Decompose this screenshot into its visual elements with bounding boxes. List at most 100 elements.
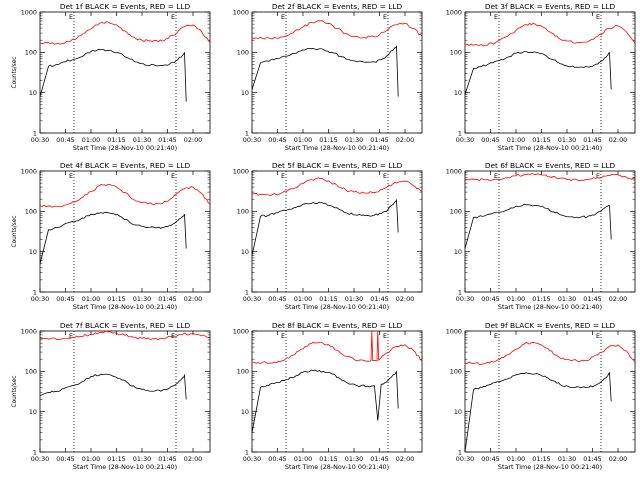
panel-title: Det 3f BLACK = Events, RED = LLD xyxy=(485,2,616,11)
panel-title: Det 7f BLACK = Events, RED = LLD xyxy=(60,321,191,330)
panel-title: Det 6f BLACK = Events, RED = LLD xyxy=(485,161,616,170)
marker-label: E xyxy=(281,332,285,340)
y-axis-label: Counts/sec xyxy=(12,57,18,89)
y-tick-label: 1 xyxy=(245,129,249,137)
y-tick-label: 100 xyxy=(237,368,249,376)
x-tick-label: 00:45 xyxy=(268,136,286,144)
plot-frame xyxy=(39,330,211,453)
plot-frame xyxy=(251,170,423,293)
marker-label: E xyxy=(383,172,387,180)
y-tick-label: 1000 xyxy=(446,167,462,175)
x-tick-label: 02:00 xyxy=(396,136,414,144)
x-tick-label: 01:30 xyxy=(133,136,151,144)
x-tick-label: 01:00 xyxy=(294,295,312,303)
y-tick-label: 1 xyxy=(245,448,249,456)
x-tick-label: 00:45 xyxy=(56,455,74,463)
x-tick-label: 02:00 xyxy=(184,455,202,463)
y-tick-label: 1 xyxy=(245,288,249,296)
plot-frame xyxy=(251,11,423,134)
y-tick-label: 1 xyxy=(33,288,37,296)
marker-label: E xyxy=(69,332,73,340)
x-tick-label: 02:00 xyxy=(184,136,202,144)
x-axis-label: Start Time (28-Nov-10 00:21:40) xyxy=(498,144,602,152)
y-tick-label: 10 xyxy=(454,89,462,97)
x-tick-label: 00:45 xyxy=(268,295,286,303)
panel-1: Det 1f BLACK = Events, RED = LLD 1 10 100 10… xyxy=(12,2,211,152)
x-tick-label: 01:15 xyxy=(107,455,125,463)
x-tick-label: 01:15 xyxy=(319,136,337,144)
x-tick-label: 01:15 xyxy=(532,136,550,144)
x-tick-label: 02:00 xyxy=(609,455,627,463)
x-tick-label: 00:45 xyxy=(481,455,499,463)
x-tick-label: 01:30 xyxy=(558,455,576,463)
marker-label: E xyxy=(69,172,73,180)
marker-label: E xyxy=(494,332,498,340)
events-series-line xyxy=(251,369,399,433)
x-tick-label: 01:00 xyxy=(507,295,525,303)
y-tick-label: 10 xyxy=(454,408,462,416)
x-tick-label: 01:15 xyxy=(319,455,337,463)
x-tick-label: 02:00 xyxy=(609,136,627,144)
x-tick-label: 00:45 xyxy=(481,136,499,144)
y-tick-label: 100 xyxy=(237,49,249,57)
events-series-line xyxy=(464,51,612,95)
marker-label: E xyxy=(69,13,73,21)
x-tick-label: 01:00 xyxy=(82,455,100,463)
x-tick-label: 00:30 xyxy=(456,136,474,144)
y-tick-label: 100 xyxy=(450,208,462,216)
events-series-line xyxy=(39,373,187,400)
x-axis-label: Start Time (28-Nov-10 00:21:40) xyxy=(498,303,602,311)
x-tick-label: 02:00 xyxy=(396,455,414,463)
panel-title: Det 4f BLACK = Events, RED = LLD xyxy=(60,161,191,170)
x-tick-label: 01:45 xyxy=(583,136,601,144)
y-tick-label: 100 xyxy=(450,49,462,57)
plot-frame xyxy=(39,170,211,293)
marker-label: E xyxy=(494,172,498,180)
x-axis-label: Start Time (28-Nov-10 00:21:40) xyxy=(73,303,177,311)
marker-label: E xyxy=(596,13,600,21)
y-tick-label: 100 xyxy=(25,208,37,216)
x-tick-label: 00:30 xyxy=(31,455,49,463)
x-tick-label: 01:15 xyxy=(319,295,337,303)
lld-series-line xyxy=(251,177,423,196)
panel-title: Det 2f BLACK = Events, RED = LLD xyxy=(272,2,403,11)
panel-2: Det 2f BLACK = Events, RED = LLD 1 10 100 10… xyxy=(233,2,423,152)
events-series-line xyxy=(464,371,612,453)
x-tick-label: 01:45 xyxy=(158,455,176,463)
x-tick-label: 01:15 xyxy=(532,455,550,463)
x-tick-label: 01:00 xyxy=(82,136,100,144)
x-tick-label: 01:15 xyxy=(107,295,125,303)
panel-8: Det 8f BLACK = Events, RED = LLD 1 10 100 10… xyxy=(233,321,423,471)
lld-series-line xyxy=(39,330,211,341)
y-tick-label: 1000 xyxy=(21,327,37,335)
x-tick-label: 01:00 xyxy=(507,455,525,463)
y-axis-label: Counts/sec xyxy=(12,216,18,248)
lld-series-line xyxy=(39,21,211,45)
x-tick-label: 01:15 xyxy=(107,136,125,144)
panel-title: Det 1f BLACK = Events, RED = LLD xyxy=(60,2,191,11)
x-tick-label: 00:30 xyxy=(31,136,49,144)
x-tick-label: 01:30 xyxy=(345,455,363,463)
y-tick-label: 100 xyxy=(25,368,37,376)
x-tick-label: 00:30 xyxy=(243,455,261,463)
y-tick-label: 1000 xyxy=(233,8,249,16)
y-tick-label: 1000 xyxy=(233,167,249,175)
y-tick-label: 1000 xyxy=(446,327,462,335)
panel-title: Det 5f BLACK = Events, RED = LLD xyxy=(272,161,403,170)
x-tick-label: 01:15 xyxy=(532,295,550,303)
x-tick-label: 02:00 xyxy=(184,295,202,303)
x-tick-label: 00:45 xyxy=(481,295,499,303)
y-tick-label: 100 xyxy=(25,49,37,57)
marker-label: E xyxy=(171,172,175,180)
plot-frame xyxy=(464,11,636,134)
x-axis-label: Start Time (28-Nov-10 00:21:40) xyxy=(73,463,177,471)
panel-7: Det 7f BLACK = Events, RED = LLD 1 10 100 10… xyxy=(12,321,211,471)
x-tick-label: 01:30 xyxy=(133,295,151,303)
x-tick-label: 01:45 xyxy=(583,455,601,463)
y-tick-label: 1 xyxy=(458,129,462,137)
y-tick-label: 1000 xyxy=(446,8,462,16)
x-tick-label: 01:30 xyxy=(345,136,363,144)
y-tick-label: 100 xyxy=(450,368,462,376)
panel-title: Det 8f BLACK = Events, RED = LLD xyxy=(272,321,403,330)
